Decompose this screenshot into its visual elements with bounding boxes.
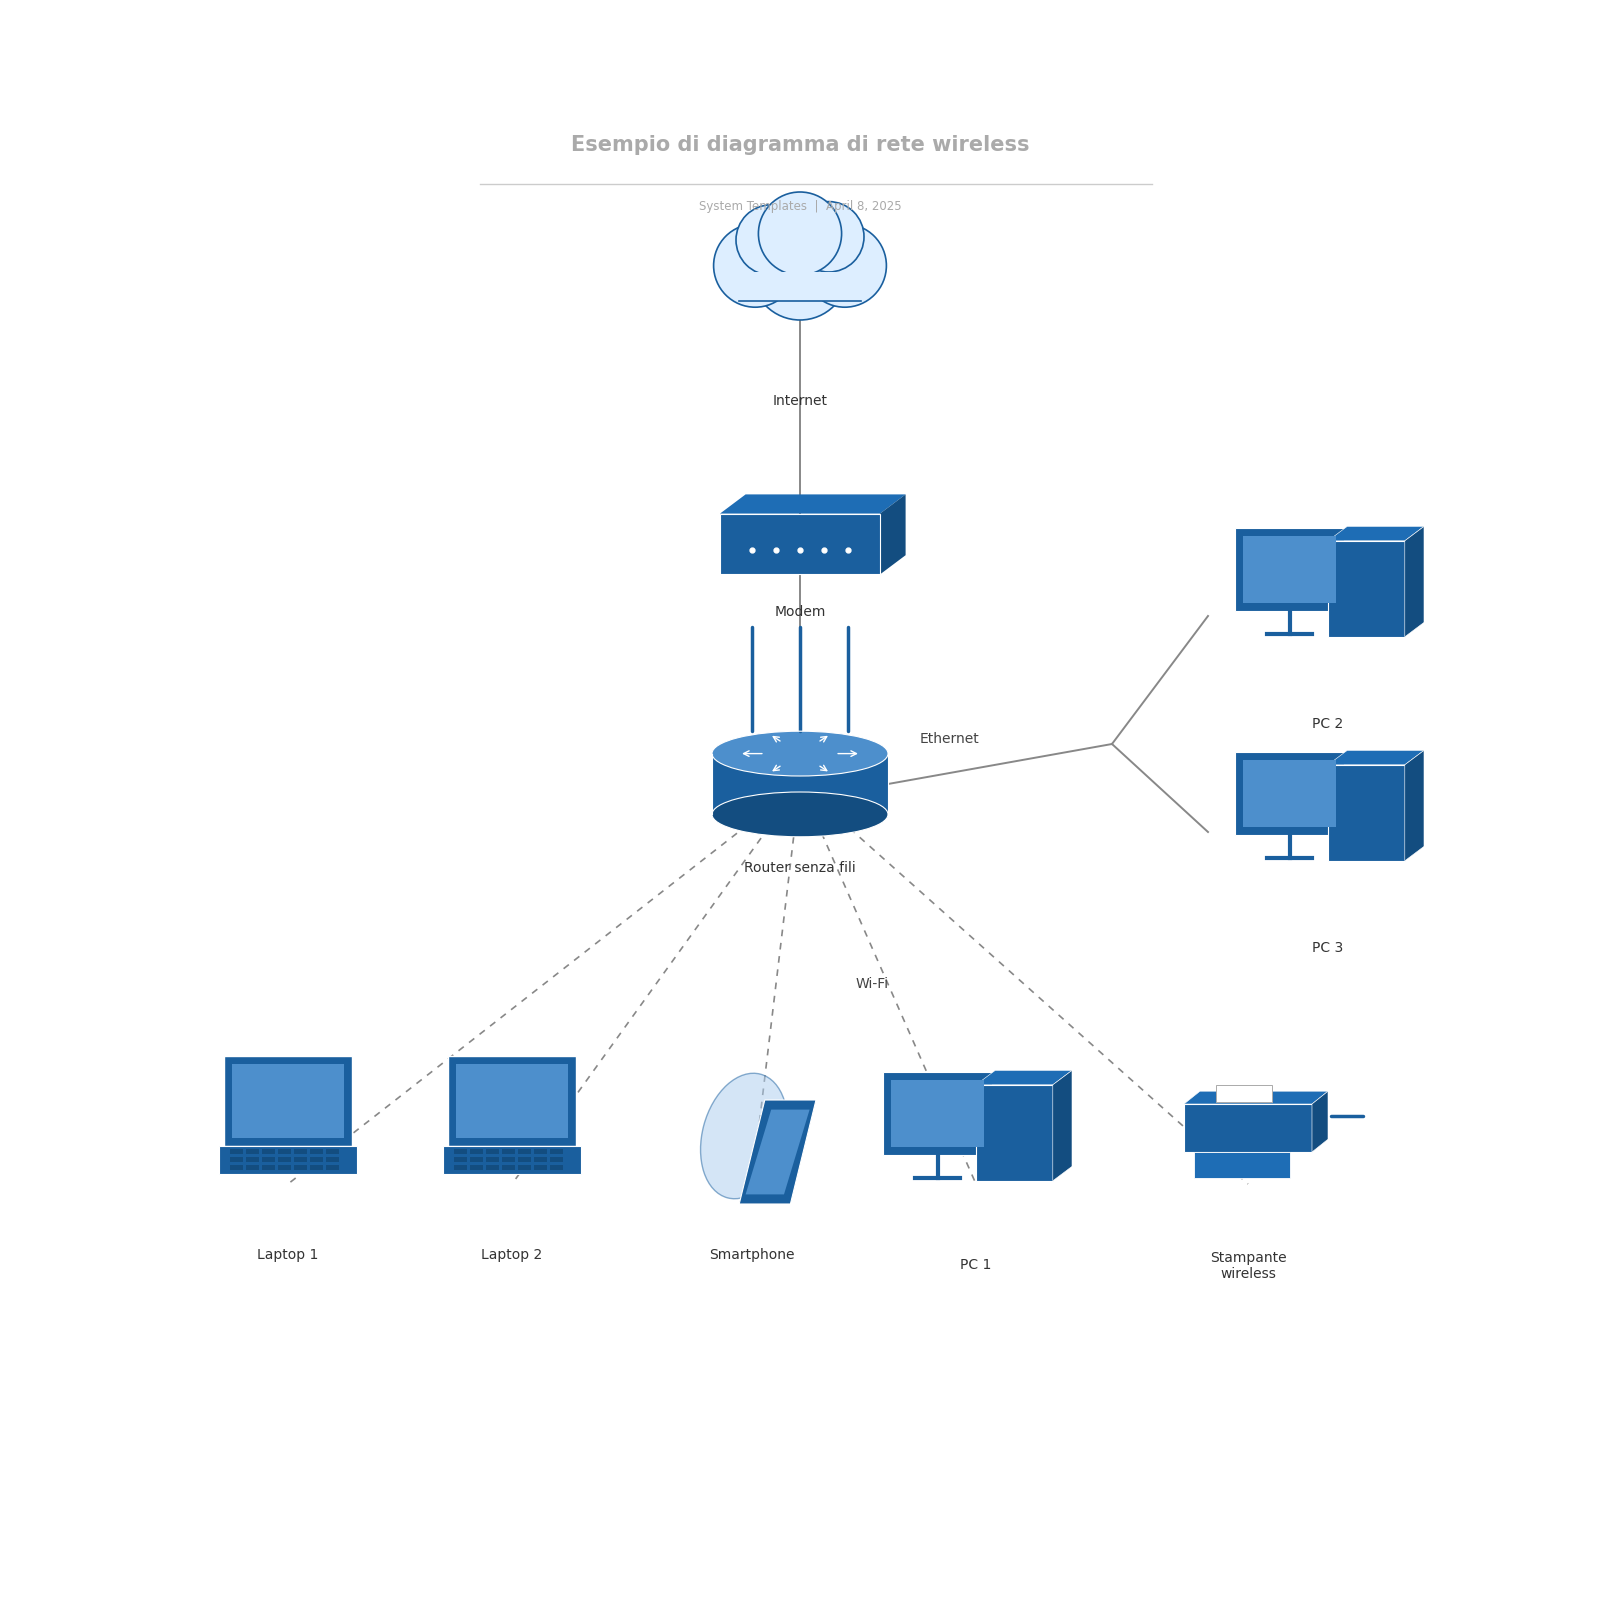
Bar [246,1165,259,1170]
Polygon shape [739,1101,816,1203]
Ellipse shape [736,205,806,275]
Bar [454,1165,467,1170]
Bar [518,1165,531,1170]
Ellipse shape [752,224,848,320]
Bar [739,272,861,301]
Bar [891,1080,984,1147]
Bar [278,1165,291,1170]
Polygon shape [746,1110,810,1194]
Bar [518,1157,531,1162]
Bar [230,1157,243,1162]
Bar [534,1157,547,1162]
Polygon shape [1312,1091,1328,1152]
Polygon shape [1053,1070,1072,1181]
Bar [294,1157,307,1162]
Bar [534,1165,547,1170]
Ellipse shape [758,192,842,275]
Polygon shape [1328,526,1424,541]
Bar [246,1149,259,1154]
Bar [1235,752,1344,835]
Polygon shape [720,494,906,514]
Text: PC 1: PC 1 [960,1258,992,1272]
Bar [1235,528,1344,611]
Bar [230,1165,243,1170]
Bar [470,1157,483,1162]
Bar [456,1064,568,1138]
Text: Wi-Fi: Wi-Fi [856,978,890,990]
Bar [443,1146,581,1174]
Ellipse shape [712,792,888,837]
Bar [1328,541,1405,637]
Bar [534,1149,547,1154]
Bar [1328,765,1405,861]
Bar [502,1165,515,1170]
Bar [486,1149,499,1154]
Bar [470,1149,483,1154]
Bar [448,1056,576,1146]
Bar [550,1149,563,1154]
Bar [232,1064,344,1138]
Bar [712,754,888,814]
Bar [1243,536,1336,603]
Bar [486,1165,499,1170]
Text: Router senza fili: Router senza fili [744,861,856,875]
Bar [310,1157,323,1162]
Bar [502,1149,515,1154]
Bar [502,1157,515,1162]
Polygon shape [1405,526,1424,637]
Bar [470,1165,483,1170]
Bar [310,1149,323,1154]
Text: Laptop 2: Laptop 2 [482,1248,542,1262]
Bar [262,1165,275,1170]
Bar [454,1157,467,1162]
Polygon shape [976,1070,1072,1085]
Bar [883,1072,992,1155]
Text: Stampante
wireless: Stampante wireless [1210,1251,1286,1282]
Bar [1243,760,1336,827]
Text: Esempio di diagramma di rete wireless: Esempio di diagramma di rete wireless [571,136,1029,155]
Bar [262,1157,275,1162]
Polygon shape [1328,750,1424,765]
Bar [262,1149,275,1154]
Ellipse shape [701,1074,787,1198]
Bar [550,1157,563,1162]
Bar [1216,1085,1272,1102]
Ellipse shape [794,202,864,272]
Text: System Templates  |  April 8, 2025: System Templates | April 8, 2025 [699,200,901,213]
Bar [550,1165,563,1170]
Bar [518,1149,531,1154]
Bar [294,1149,307,1154]
Bar [1184,1104,1312,1152]
Bar [219,1146,357,1174]
Ellipse shape [714,224,797,307]
FancyBboxPatch shape [720,514,880,574]
Bar [326,1165,339,1170]
Bar [454,1149,467,1154]
Text: PC 2: PC 2 [1312,717,1344,731]
Bar [486,1157,499,1162]
Bar [326,1149,339,1154]
Bar [224,1056,352,1146]
Polygon shape [1184,1091,1328,1104]
Bar [310,1165,323,1170]
Polygon shape [880,494,906,574]
Text: Smartphone: Smartphone [709,1248,795,1262]
Bar [230,1149,243,1154]
Text: PC 3: PC 3 [1312,941,1344,955]
Bar [326,1157,339,1162]
Bar [1194,1152,1290,1178]
Polygon shape [1405,750,1424,861]
Text: Internet: Internet [773,394,827,408]
Ellipse shape [803,224,886,307]
Bar [294,1165,307,1170]
Text: Modem: Modem [774,605,826,619]
Bar [976,1085,1053,1181]
Bar [278,1149,291,1154]
Bar [246,1157,259,1162]
Bar [278,1157,291,1162]
Text: Laptop 1: Laptop 1 [258,1248,318,1262]
Ellipse shape [712,731,888,776]
Text: Ethernet: Ethernet [920,733,979,746]
